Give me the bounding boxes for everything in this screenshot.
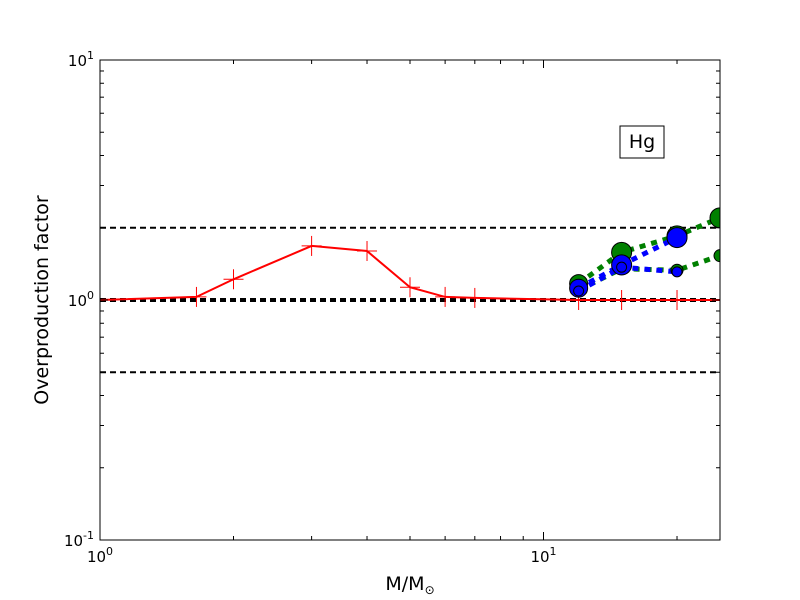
ticks-layer [99, 59, 720, 541]
data-point-plus [301, 235, 322, 256]
reference-lines [100, 226, 720, 374]
data-point-plus [186, 286, 207, 307]
data-point-plus [611, 290, 632, 310]
x-tick-label: 100 [87, 545, 113, 566]
data-point-plus [400, 277, 420, 298]
x-axis-label-subscript: ⊙ [425, 583, 435, 597]
data-point-circle [671, 266, 683, 278]
markers-layer [100, 207, 720, 310]
data-point-circle [709, 207, 720, 229]
data-point-circle [616, 261, 628, 273]
data-point-plus [223, 269, 244, 290]
x-axis-label-main: M/M [385, 573, 424, 595]
y-tick-label: 10-1 [64, 529, 94, 550]
x-tick-label: 101 [530, 545, 556, 566]
data-point-plus [435, 286, 456, 307]
data-point-plus [667, 290, 688, 310]
data-point-plus [464, 287, 485, 308]
data-point-circle [573, 285, 585, 297]
annotation-box: Hg [619, 125, 665, 159]
y-axis-label: Overproduction factor [31, 195, 53, 405]
x-axis-label: M/M⊙ [385, 573, 434, 597]
annotation-label: Hg [629, 131, 655, 153]
data-point-circle [713, 249, 720, 263]
data-point-plus [357, 241, 378, 262]
series-line [577, 215, 720, 286]
data-point-circle [666, 227, 688, 249]
y-tick-label: 101 [68, 49, 94, 70]
y-tick-label: 100 [68, 289, 94, 310]
